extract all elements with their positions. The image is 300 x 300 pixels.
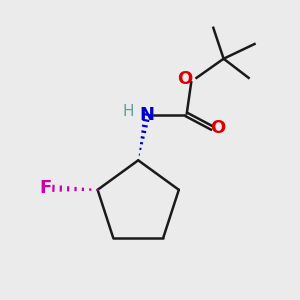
Text: F: F xyxy=(39,179,51,197)
Text: N: N xyxy=(140,106,154,124)
Text: H: H xyxy=(122,103,134,118)
Text: O: O xyxy=(210,119,226,137)
Text: O: O xyxy=(177,70,192,88)
